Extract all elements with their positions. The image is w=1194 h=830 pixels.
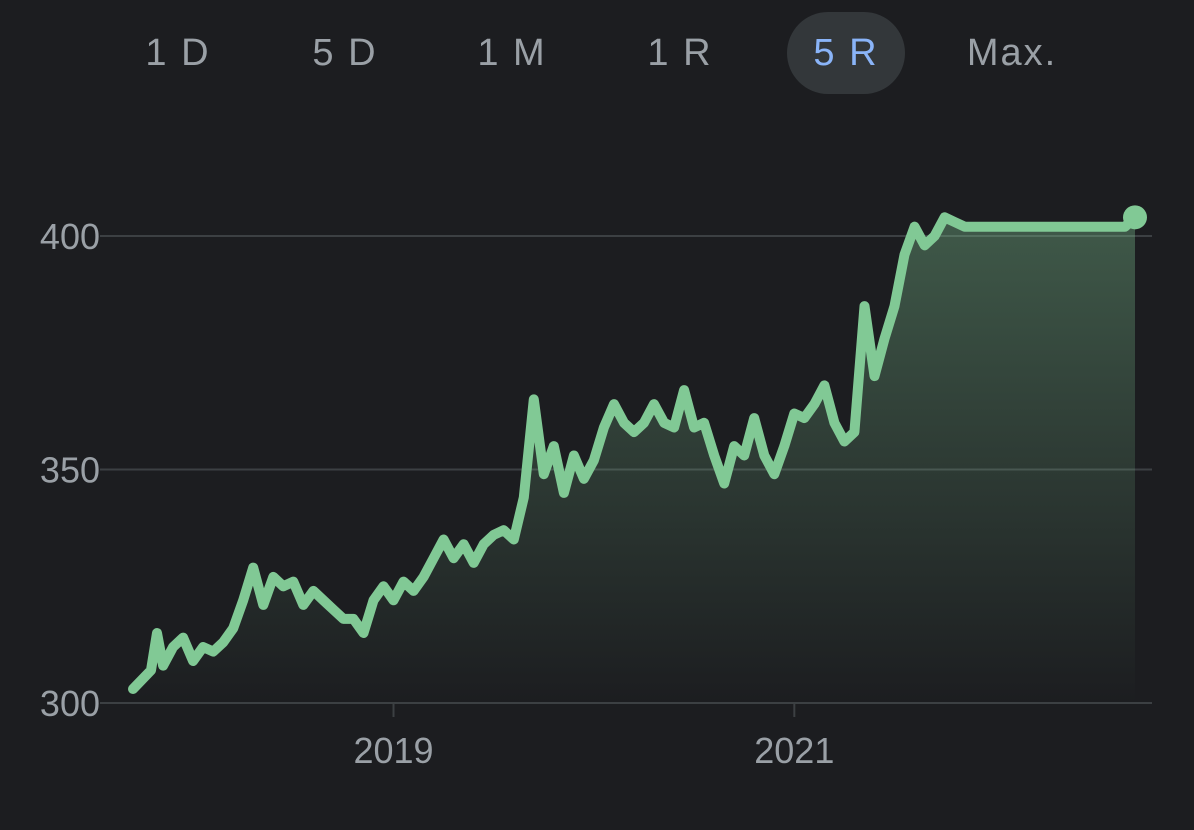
tab-1r[interactable]: 1 R: [647, 32, 713, 74]
x-tick-label: 2019: [353, 730, 433, 771]
range-tabs: 1 D 5 D 1 M 1 R 5 R Max.: [0, 0, 1194, 110]
last-price-marker[interactable]: [1123, 205, 1147, 230]
x-axis: 2019 2021: [353, 703, 834, 771]
x-tick-label: 2021: [754, 730, 834, 771]
y-axis: 400 350 300: [40, 216, 100, 724]
tab-5r[interactable]: 5 R: [787, 12, 905, 94]
price-line: [128, 212, 1140, 694]
tab-1m[interactable]: 1 M: [477, 32, 547, 74]
tab-max[interactable]: Max.: [966, 32, 1058, 74]
price-area: [133, 217, 1135, 704]
y-tick-label: 300: [40, 683, 100, 724]
y-tick-label: 400: [40, 216, 100, 257]
y-tick-label: 350: [40, 450, 100, 491]
tab-5d[interactable]: 5 D: [312, 32, 378, 74]
tab-1d[interactable]: 1 D: [145, 32, 211, 74]
